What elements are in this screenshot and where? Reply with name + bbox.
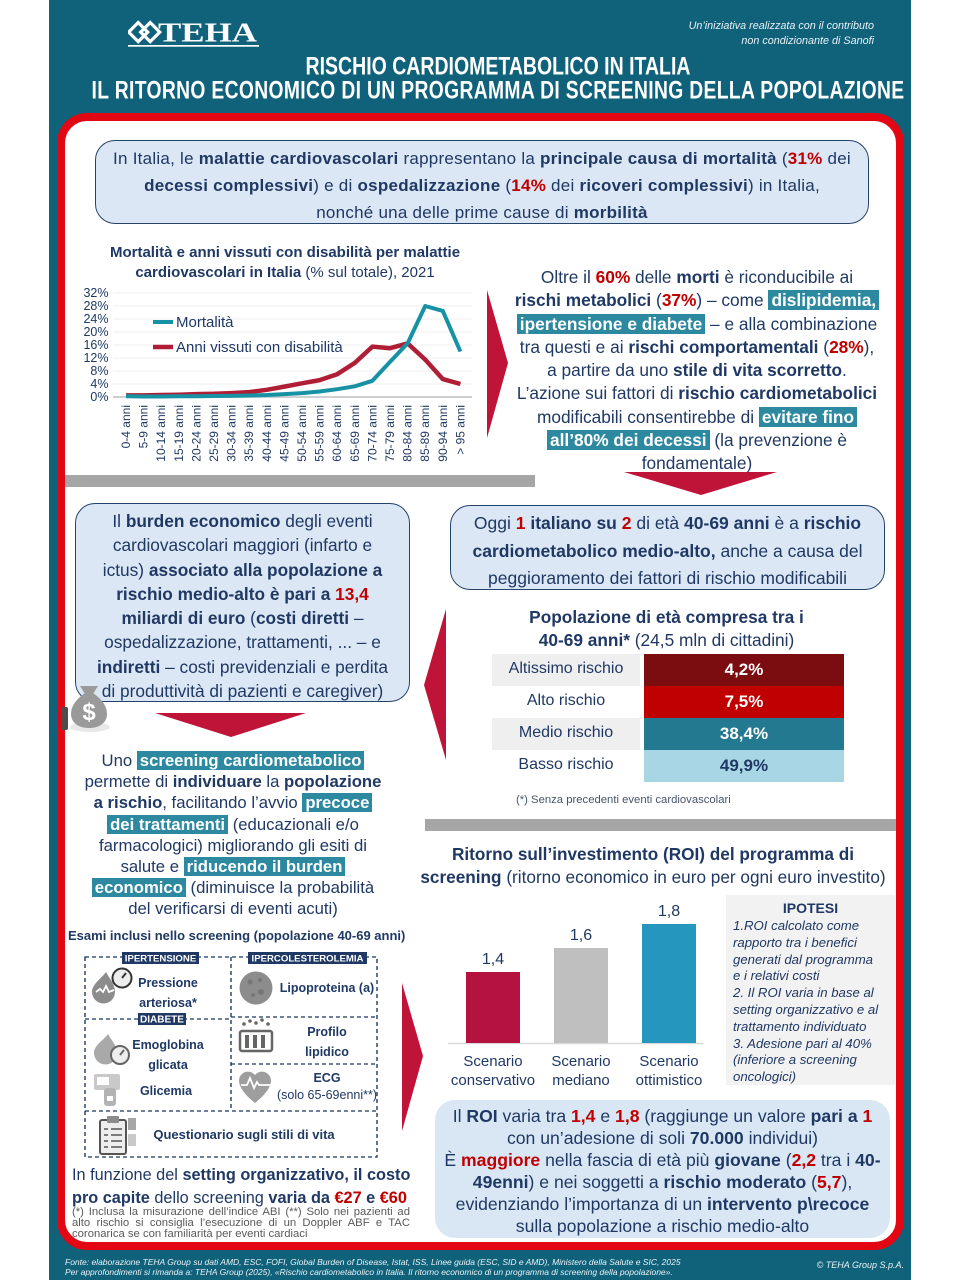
svg-text:12%: 12% [83, 351, 108, 365]
svg-text:24%: 24% [83, 312, 108, 326]
svg-text:80-84 anni: 80-84 anni [401, 405, 415, 462]
svg-text:Questionario sugli stili di vi: Questionario sugli stili di vita [153, 1127, 335, 1142]
svg-text:0%: 0% [90, 390, 108, 404]
svg-text:arteriosa*: arteriosa* [139, 996, 197, 1010]
svg-text:16%: 16% [83, 338, 108, 352]
svg-text:IPERCOLESTEROLEMIA: IPERCOLESTEROLEMIA [252, 954, 364, 965]
svg-text:85-89 anni: 85-89 anni [418, 405, 432, 462]
svg-text:conservativo: conservativo [451, 1072, 535, 1089]
svg-text:30-34 anni: 30-34 anni [225, 405, 239, 462]
svg-text:Scenario: Scenario [639, 1053, 698, 1070]
svg-text:90-94 anni: 90-94 anni [436, 405, 450, 462]
svg-text:70-74 anni: 70-74 anni [365, 405, 379, 462]
svg-text:Scenario: Scenario [463, 1053, 522, 1070]
svg-text:75-79 anni: 75-79 anni [383, 405, 397, 462]
svg-text:Pressione: Pressione [138, 976, 198, 990]
svg-text:40-44 anni: 40-44 anni [260, 405, 274, 462]
svg-text:> 95 anni: > 95 anni [453, 405, 467, 455]
svg-text:32%: 32% [83, 286, 108, 300]
svg-text:35-39 anni: 35-39 anni [242, 405, 256, 462]
svg-text:65-69 anni: 65-69 anni [348, 405, 362, 462]
svg-text:(solo 65-69enni**): (solo 65-69enni**) [277, 1088, 377, 1102]
svg-text:5-9 anni: 5-9 anni [137, 405, 151, 448]
svg-text:25-29 anni: 25-29 anni [207, 405, 221, 462]
svg-text:ECG: ECG [313, 1071, 340, 1085]
svg-text:55-59 anni: 55-59 anni [313, 405, 327, 462]
svg-text:60-64 anni: 60-64 anni [330, 405, 344, 462]
svg-text:45-49 anni: 45-49 anni [277, 405, 291, 462]
svg-text:1,6: 1,6 [570, 927, 592, 944]
svg-text:$: $ [82, 699, 96, 726]
svg-text:4%: 4% [90, 377, 108, 391]
svg-text:1,8: 1,8 [658, 903, 680, 920]
svg-text:Emoglobina: Emoglobina [132, 1038, 205, 1052]
svg-text:15-19 anni: 15-19 anni [172, 405, 186, 462]
svg-text:glicata: glicata [148, 1058, 189, 1072]
svg-text:mediano: mediano [552, 1072, 610, 1089]
svg-text:ottimistico: ottimistico [636, 1072, 703, 1089]
svg-text:50-54 anni: 50-54 anni [295, 405, 309, 462]
svg-text:Glicemia: Glicemia [140, 1084, 193, 1098]
svg-text:20%: 20% [83, 325, 108, 339]
svg-text:8%: 8% [90, 364, 108, 378]
svg-text:lipidico: lipidico [305, 1045, 349, 1059]
svg-text:TEHA: TEHA [158, 17, 257, 48]
svg-text:20-24 anni: 20-24 anni [189, 405, 203, 462]
svg-text:10-14 anni: 10-14 anni [154, 405, 168, 462]
svg-text:Scenario: Scenario [551, 1053, 610, 1070]
svg-text:0-4 anni: 0-4 anni [119, 405, 133, 448]
svg-text:IPERTENSIONE: IPERTENSIONE [125, 954, 197, 965]
svg-text:Mortalità: Mortalità [176, 314, 234, 331]
svg-text:28%: 28% [83, 299, 108, 313]
svg-text:1,4: 1,4 [482, 951, 504, 968]
svg-text:Lipoproteina (a): Lipoproteina (a) [280, 981, 374, 995]
svg-text:Profilo: Profilo [307, 1025, 347, 1039]
svg-text:Anni vissuti con disabilità: Anni vissuti con disabilità [176, 339, 343, 356]
svg-text:DIABETE: DIABETE [140, 1015, 184, 1026]
